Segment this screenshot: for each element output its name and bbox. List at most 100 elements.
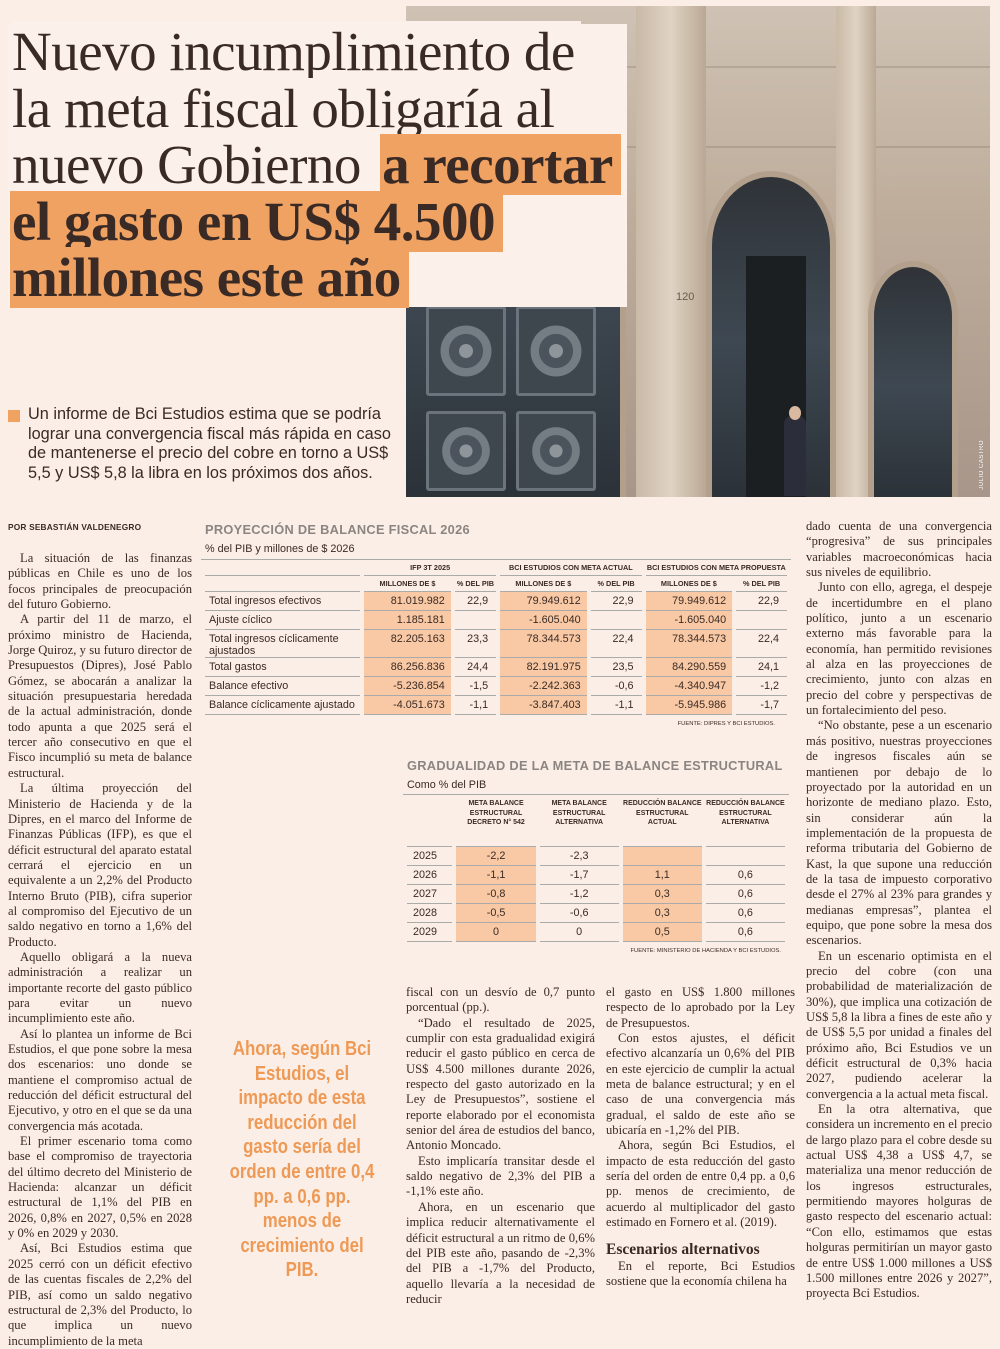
table-cell: 22,4 <box>736 630 787 658</box>
table-cell: 82.191.975 <box>500 658 587 677</box>
table-cell: -1,5 <box>454 677 497 696</box>
column-header: META BALANCE ESTRUCTURAL ALTERNATIVA <box>539 795 619 847</box>
table-cell: 0,6 <box>705 923 785 942</box>
table-cell: -1.605.040 <box>500 611 587 630</box>
table-cell: -4.051.673 <box>364 696 451 715</box>
paragraph: el gasto en US$ 1.800 millones respecto … <box>606 985 795 1030</box>
paragraph: Junto con ello, agrega, el despeje de in… <box>806 580 992 718</box>
column-header: % DEL PIB <box>454 576 497 592</box>
column-header: MILLONES DE $ <box>500 576 587 592</box>
row-label: Total ingresos cíclicamente ajustados <box>205 630 361 658</box>
headline-line: Nuevo incumplimiento de <box>10 21 581 82</box>
table-cell: -2.242.363 <box>500 677 587 696</box>
table-cell: 86.256.836 <box>364 658 451 677</box>
table-row: 2029 0 0 0,5 0,6 <box>407 923 785 942</box>
group-header: BCI ESTUDIOS CON META PROPUESTA <box>645 560 787 576</box>
paragraph: En un escenario optimista en el precio d… <box>806 948 992 1101</box>
table-cell: -1,2 <box>539 885 619 904</box>
table-cell: -2,3 <box>539 847 619 866</box>
table-cell <box>590 611 642 630</box>
table-cell: 79.949.612 <box>500 592 587 611</box>
door-arch-right <box>868 261 958 497</box>
table-cell: -0,5 <box>456 904 536 923</box>
table-cell: 23,3 <box>454 630 497 658</box>
table-cell: 81.019.982 <box>364 592 451 611</box>
paragraph: El primer escenario toma como base el co… <box>8 1134 192 1241</box>
paragraph: fiscal con un desvío de 0,7 punto porcen… <box>406 985 595 1015</box>
paragraph: Así, Bci Estudios estima que 2025 cerró … <box>8 1241 192 1348</box>
table-cell: -1,7 <box>539 866 619 885</box>
table-cell: 1,1 <box>622 866 702 885</box>
table-cell: 78.344.573 <box>645 630 733 658</box>
headline-highlight: a recortar <box>380 134 621 195</box>
table-row: Total gastos 86.256.836 24,4 82.191.975 23,5… <box>205 658 787 677</box>
paragraph: A partir del 11 de marzo, el próximo min… <box>8 612 192 780</box>
photo-credit: JULIO CASTRO <box>979 440 985 490</box>
paragraph: La última proyección del Ministerio de H… <box>8 781 192 949</box>
column-header: % DEL PIB <box>736 576 787 592</box>
row-year: 2027 <box>407 885 453 904</box>
paragraph: “No obstante, pese a un escenario más po… <box>806 718 992 948</box>
row-label: Balance cíclicamente ajustado <box>205 696 361 715</box>
row-year: 2026 <box>407 866 453 885</box>
table-cell: -2,2 <box>456 847 536 866</box>
table-row: Balance cíclicamente ajustado -4.051.673-… <box>205 696 787 715</box>
article-column-2: fiscal con un desvío de 0,7 punto porcen… <box>406 985 595 1307</box>
paragraph: La situación de las finanzas públicas en… <box>8 551 192 612</box>
table-cell: -0,6 <box>590 677 642 696</box>
column-header: REDUCCIÓN BALANCE ESTRUCTURAL ACTUAL <box>622 795 702 847</box>
table-cell: -1,1 <box>454 696 497 715</box>
column-header: MILLONES DE $ <box>364 576 451 592</box>
table-cell: -0,8 <box>456 885 536 904</box>
table-cell: -1,7 <box>736 696 787 715</box>
headline-line: nuevo Gobierno <box>12 134 361 195</box>
structural-balance-table: GRADUALIDAD DE LA META DE BALANCE ESTRUC… <box>403 758 793 954</box>
table-cell: 82.205.163 <box>364 630 451 658</box>
table-cell: -0,6 <box>539 904 619 923</box>
byline: POR SEBASTIÁN VALDENEGRO <box>8 522 142 532</box>
table-cell: 0 <box>539 923 619 942</box>
table-cell <box>454 611 497 630</box>
paragraph: Esto implicaría transitar desde el saldo… <box>406 1153 595 1199</box>
row-year: 2025 <box>407 847 453 866</box>
fiscal-balance-table: PROYECCIÓN DE BALANCE FISCAL 2026 % del … <box>201 522 795 727</box>
paragraph: Así lo plantea un informe de Bci Estudio… <box>8 1026 192 1133</box>
paragraph: Con estos ajustes, el déficit efectivo a… <box>606 1031 795 1138</box>
table-cell: 78.344.573 <box>500 630 587 658</box>
table-cell: -1.605.040 <box>645 611 733 630</box>
table-row: Total ingresos cíclicamente ajustados 82.… <box>205 630 787 658</box>
table-cell: 0,6 <box>705 885 785 904</box>
table-cell: 0,6 <box>705 904 785 923</box>
table-cell: 0,6 <box>705 866 785 885</box>
table-cell <box>736 611 787 630</box>
column-header: REDUCCIÓN BALANCE ESTRUCTURAL ALTERNATIV… <box>705 795 785 847</box>
table-source: FUENTE: DIPRES Y BCI ESTUDIOS. <box>677 721 775 727</box>
table-cell: 79.949.612 <box>645 592 733 611</box>
table-cell: -1,2 <box>736 677 787 696</box>
table-subtitle: % del PIB y millones de $ 2026 <box>205 543 355 555</box>
table-row: 2026 -1,1 -1,7 1,1 0,6 <box>407 866 785 885</box>
paragraph: En el reporte, Bci Estudios sostiene que… <box>606 1258 795 1288</box>
table-cell: 23,5 <box>590 658 642 677</box>
table-cell: 24,4 <box>454 658 497 677</box>
paragraph: En la otra alternativa, que considera un… <box>806 1102 992 1301</box>
article-column-3: el gasto en US$ 1.800 millones respecto … <box>606 985 795 1289</box>
row-year: 2028 <box>407 904 453 923</box>
table-cell: 24,1 <box>736 658 787 677</box>
deck-summary: Un informe de Bci Estudios estima que se… <box>8 405 393 483</box>
group-header: IFP 3T 2025 <box>364 560 497 576</box>
street-number: 120 <box>676 291 695 303</box>
table-cell <box>622 847 702 866</box>
paragraph: dado cuenta de una convergencia “progres… <box>806 519 992 580</box>
group-header: BCI ESTUDIOS CON META ACTUAL <box>500 560 642 576</box>
headline-line: la meta fiscal obligaría al <box>10 77 561 139</box>
table-cell: 22,4 <box>590 630 642 658</box>
table-title: GRADUALIDAD DE LA META DE BALANCE ESTRUC… <box>407 758 783 773</box>
column-header: MILLONES DE $ <box>645 576 733 592</box>
table-cell: 22,9 <box>736 592 787 611</box>
headline-highlight: millones este año <box>10 247 409 308</box>
paragraph: Ahora, según Bci Estudios, el impacto de… <box>606 1138 795 1230</box>
table-cell: -1,1 <box>456 866 536 885</box>
pull-quote: Ahora, según Bci Estudios, el impacto de… <box>229 1037 375 1282</box>
table-cell: -5.236.854 <box>364 677 451 696</box>
